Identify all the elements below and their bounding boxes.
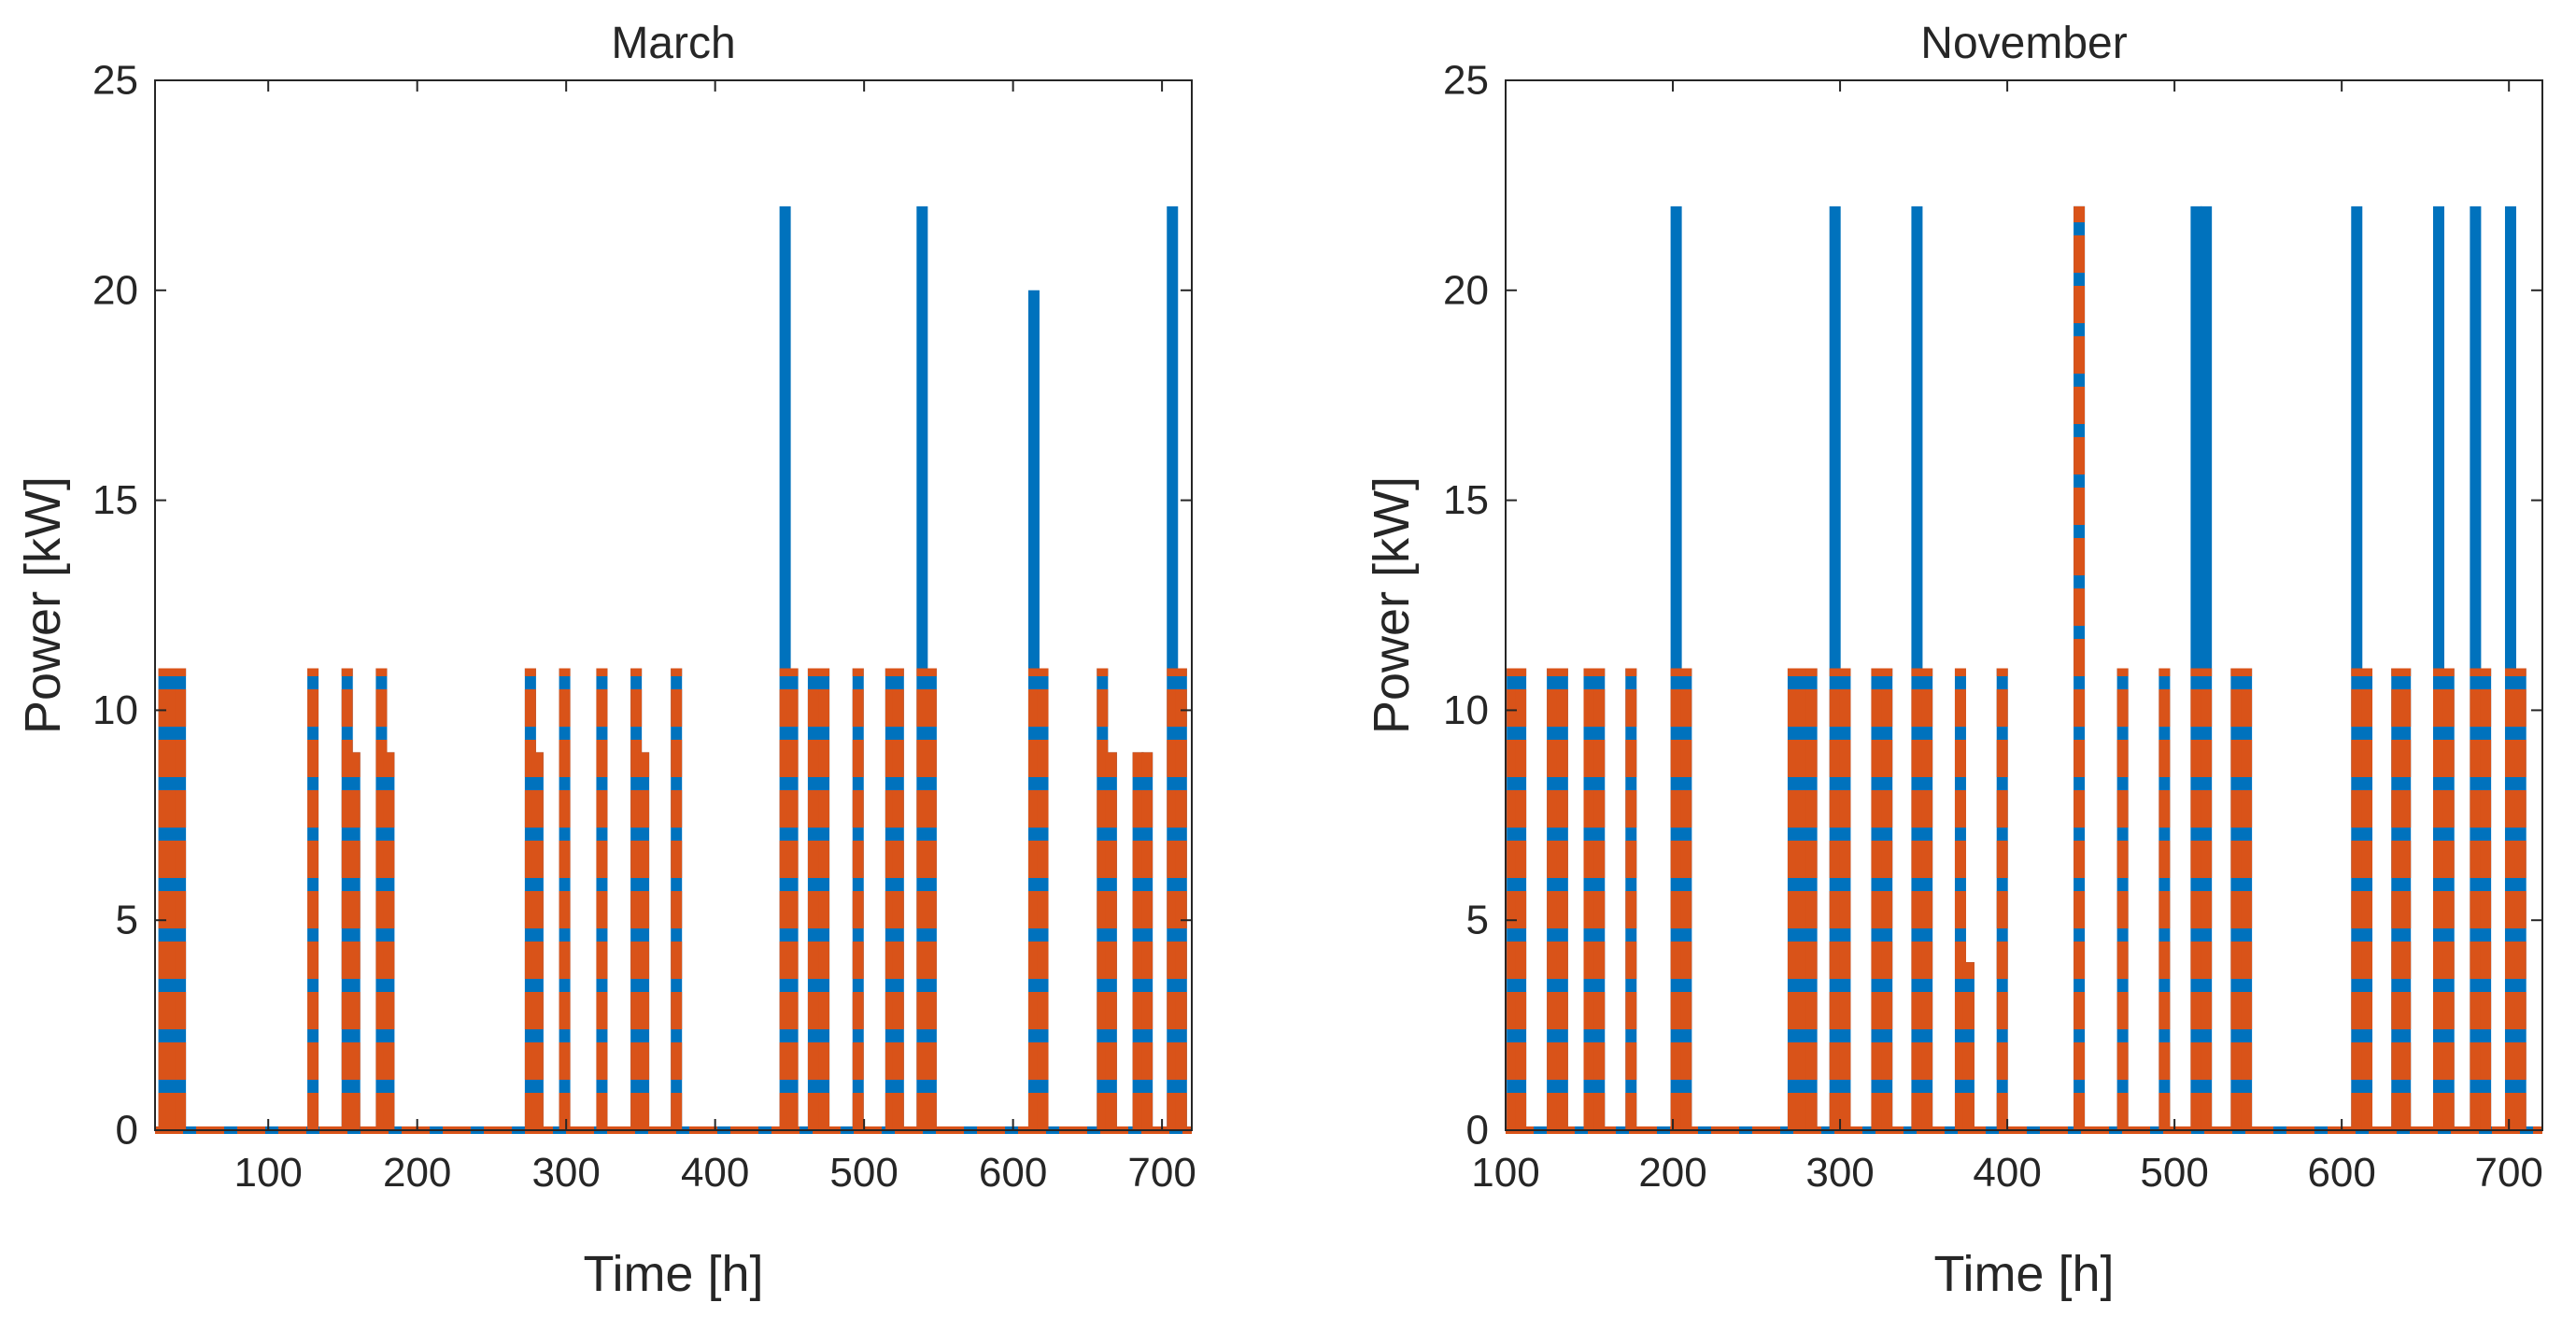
x-tick-label: 300 [531, 1150, 600, 1196]
x-tick-label: 500 [829, 1150, 898, 1196]
axis-ticks: 0 5 10 15 20 25 100 200 300 400 500 600 700 [92, 58, 1196, 1197]
plot-marks [155, 205, 1192, 1134]
plot-frame [154, 79, 1193, 1131]
plot-frame [1505, 79, 2543, 1131]
axis-ticks: 0 5 10 15 20 25 100 200 300 400 500 600 700 [1443, 58, 2543, 1197]
y-axis-label: Power [kW] [1364, 476, 1420, 734]
x-axis-label: Time [h] [583, 1246, 763, 1302]
x-tick-label: 400 [1973, 1150, 2041, 1196]
x-tick-label: 200 [1638, 1150, 1706, 1196]
y-tick-label: 0 [116, 1108, 138, 1154]
chart-title: March [611, 19, 735, 68]
x-tick-label: 500 [2140, 1150, 2208, 1196]
y-tick-label: 25 [1443, 58, 1489, 104]
y-tick-label: 15 [1443, 477, 1489, 523]
x-axis-label: Time [h] [1933, 1246, 2114, 1302]
y-tick-label: 25 [92, 58, 138, 104]
chart-panel-november: November Time [h] Power [kW] 0 5 10 15 20 25 1… [1364, 19, 2543, 1302]
x-tick-label: 100 [1471, 1150, 1539, 1196]
x-tick-label: 200 [383, 1150, 451, 1196]
x-tick-label: 600 [979, 1150, 1047, 1196]
y-tick-label: 0 [1466, 1108, 1489, 1154]
x-tick-label: 600 [2307, 1150, 2375, 1196]
y-tick-label: 15 [92, 477, 138, 523]
y-tick-label: 20 [1443, 267, 1489, 313]
y-tick-label: 5 [116, 898, 138, 943]
y-axis-label: Power [kW] [15, 476, 71, 734]
x-tick-label: 300 [1805, 1150, 1874, 1196]
y-tick-label: 10 [92, 687, 138, 733]
x-tick-label: 700 [2474, 1150, 2542, 1196]
y-tick-label: 5 [1466, 898, 1489, 943]
chart-panel-march: March Time [h] Power [kW] 0 5 10 15 20 25 100 2… [15, 19, 1196, 1302]
x-tick-label: 400 [681, 1150, 749, 1196]
chart-title: November [1920, 19, 2127, 68]
x-tick-label: 100 [234, 1150, 302, 1196]
plot-marks [1506, 205, 2542, 1134]
y-tick-label: 10 [1443, 687, 1489, 733]
y-tick-label: 20 [92, 267, 138, 313]
x-tick-label: 700 [1127, 1150, 1196, 1196]
